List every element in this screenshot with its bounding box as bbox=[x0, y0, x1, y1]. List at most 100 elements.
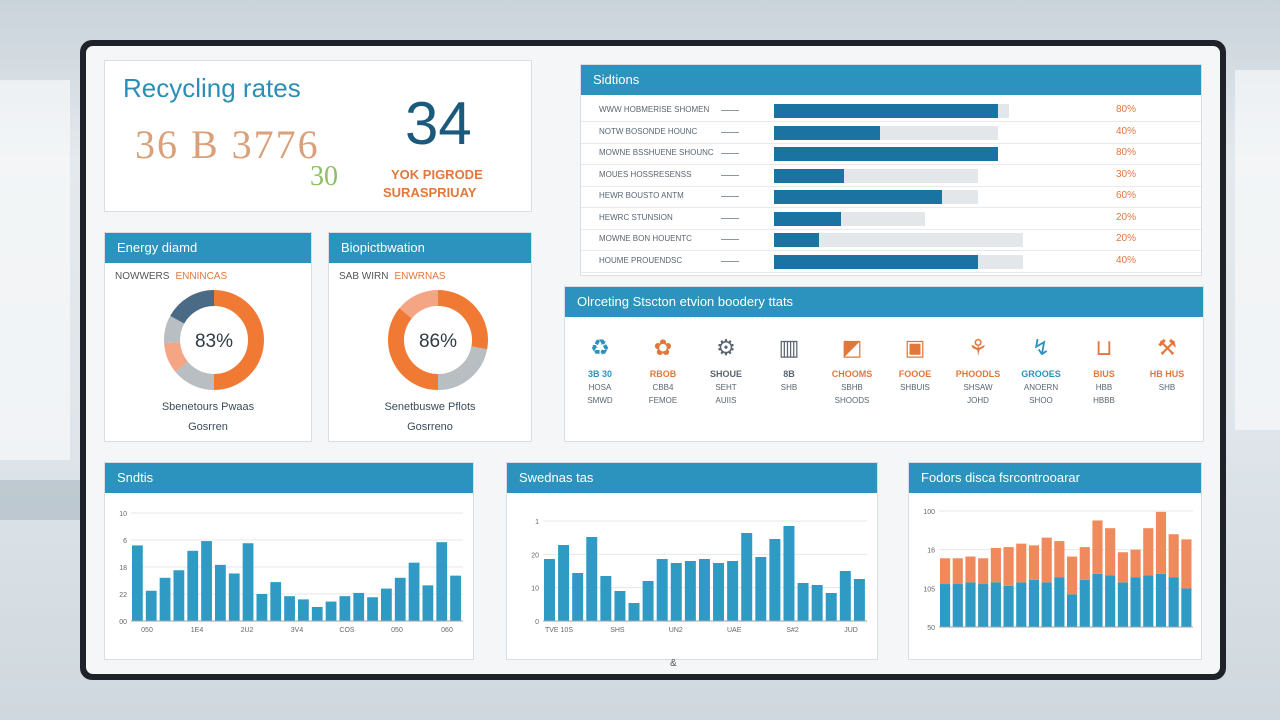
bar bbox=[684, 561, 696, 621]
bar bbox=[600, 576, 612, 621]
legend-label: NOWWERS bbox=[115, 271, 170, 282]
x-tick-label: UAE bbox=[727, 627, 742, 634]
metric-sub: HOSA bbox=[588, 383, 612, 392]
headline-big-number: 34 bbox=[405, 90, 472, 157]
ranking-row-divider bbox=[581, 250, 1201, 251]
headline-garbled-figure-2: 30 bbox=[310, 161, 338, 192]
ranking-row-pct: 40% bbox=[1116, 254, 1137, 266]
bar bbox=[325, 601, 337, 621]
bar-segment-base bbox=[1003, 585, 1014, 627]
metric-item: ↯ GROOES ANOERN SHOO bbox=[1012, 333, 1070, 405]
bar-segment-top bbox=[1143, 528, 1154, 576]
ranking-row-divider bbox=[581, 271, 1201, 273]
metric-value: GROOES bbox=[1021, 369, 1061, 379]
bar bbox=[642, 581, 654, 621]
metrics-card: Olrceting Stscton etvion boodery ttats ♻… bbox=[564, 286, 1204, 442]
donut-segment bbox=[213, 290, 264, 390]
bar-segment-base bbox=[1041, 582, 1052, 627]
bar bbox=[339, 596, 351, 621]
metric-value: PHOODLS bbox=[955, 369, 1001, 379]
ranking-row-pct: 30% bbox=[1116, 168, 1137, 180]
bar bbox=[436, 542, 448, 621]
metric-sub: SHB bbox=[780, 383, 798, 392]
bar-segment-top bbox=[1130, 549, 1141, 578]
y-tick-label: 00 bbox=[119, 619, 127, 626]
ranking-row-bar bbox=[774, 125, 881, 140]
x-tick-label: 2U2 bbox=[241, 627, 254, 634]
ranking-row-label: MOWNE BON HOUENTC bbox=[599, 234, 692, 243]
ranking-row: MOWNE BON HOUENTC 20% bbox=[581, 230, 1201, 251]
bar-segment-base bbox=[1143, 575, 1154, 627]
ranking-row-bar bbox=[774, 168, 844, 183]
metric-sub-2: SMWD bbox=[587, 396, 613, 405]
ranking-row: MOWNE BSSHUENE SHOUNC 80% bbox=[581, 144, 1201, 165]
metric-sub: SEHT bbox=[715, 383, 737, 392]
bar-segment-base bbox=[990, 582, 1001, 627]
bar bbox=[698, 559, 710, 621]
ranking-row-divider bbox=[581, 121, 1201, 122]
metric-value: 8B bbox=[783, 369, 795, 379]
leaf-icon: ⚘ bbox=[968, 335, 988, 360]
bar-segment-base bbox=[1181, 588, 1192, 627]
box-icon: ◩ bbox=[841, 335, 863, 360]
donut-card-energy-header: Energy diamd bbox=[105, 233, 311, 263]
bar-segment-base bbox=[1168, 577, 1179, 627]
ranking-row-divider bbox=[581, 228, 1201, 230]
donut-card-bio-header: Biopictbwation bbox=[329, 233, 531, 263]
donut-center-value: 86% bbox=[419, 331, 457, 352]
metric-item: ⚒ HB HUS SHB bbox=[1138, 333, 1196, 396]
metric-sub-2: JOHD bbox=[967, 396, 989, 405]
ranking-row: HEWR BOUSTO ANTM 60% bbox=[581, 187, 1201, 208]
bar-segment-base bbox=[1155, 573, 1167, 627]
donut-caption-2: Gosrreno bbox=[407, 421, 453, 433]
bar bbox=[242, 543, 254, 621]
bar bbox=[853, 579, 865, 621]
metric-value: HB HUS bbox=[1149, 369, 1185, 379]
ranking-row-label: HEWRC STUNSION bbox=[599, 212, 673, 222]
recycle-icon: ♻ bbox=[590, 335, 610, 360]
ranking-row-label: NOTW BOSONDE HOUNC bbox=[599, 126, 698, 136]
x-tick-label: 3V4 bbox=[291, 627, 304, 634]
ranking-row-label: MOWNE BSSHUENE SHOUNC bbox=[599, 148, 714, 157]
ranking-row-pct: 80% bbox=[1116, 104, 1137, 115]
ranking-row-dash bbox=[721, 239, 739, 240]
page-title: Recycling rates bbox=[123, 73, 301, 103]
headline-card: Recycling rates 36 B 3776 30 34 YOK PIGR… bbox=[104, 60, 532, 212]
metric-sub: ANOERN bbox=[1023, 383, 1059, 392]
metric-item: ⚙ SHOUE SEHT AUIIS bbox=[697, 333, 755, 405]
bar bbox=[284, 596, 295, 621]
y-tick-label: 6 bbox=[123, 538, 127, 545]
background-desk bbox=[0, 480, 80, 520]
bar bbox=[353, 592, 365, 621]
bar-segment-top bbox=[990, 547, 1001, 583]
bar-segment-base bbox=[1067, 594, 1078, 627]
ranking-row-divider bbox=[581, 142, 1201, 144]
metric-value: FOOOE bbox=[898, 369, 932, 379]
legend-label-accent: ENNINCAS bbox=[175, 271, 228, 282]
donut-caption-2: Gosrren bbox=[188, 421, 228, 433]
bar-segment-top bbox=[1041, 537, 1052, 583]
bar-chart-mid: 1 20 10 0 TVE 10S SHS UN2 UAE S#2 JUD bbox=[531, 519, 867, 634]
bar-segment-top bbox=[1079, 547, 1090, 580]
metric-value: SHOUE bbox=[709, 369, 742, 379]
donut-segment bbox=[437, 290, 488, 350]
bar bbox=[811, 585, 823, 621]
metric-sub-2: SHOODS bbox=[834, 396, 870, 405]
ranking-row-label: WWW HOBMERISE SHOMEN bbox=[599, 105, 710, 114]
bar bbox=[839, 571, 851, 621]
ranking-row-divider bbox=[581, 207, 1201, 208]
bar-segment-top bbox=[1054, 541, 1065, 578]
donut-segment bbox=[164, 341, 189, 372]
metric-sub: SHBUIS bbox=[900, 383, 930, 392]
ranking-row-bar bbox=[774, 211, 842, 226]
ranking-row-bar bbox=[774, 190, 942, 204]
bar bbox=[825, 593, 837, 621]
bar-chart-left: 10 6 18 22 00 050 1E4 2U2 3V4 COS 050 060 bbox=[119, 511, 463, 634]
metric-value: 3B 30 bbox=[587, 369, 613, 379]
metric-sub: HBB bbox=[1095, 383, 1113, 392]
ranking-row-track bbox=[774, 233, 1024, 247]
x-tick-label: JUD bbox=[844, 627, 858, 634]
bin-icon: ▣ bbox=[904, 335, 926, 360]
ranking-row-pct: 20% bbox=[1116, 233, 1137, 244]
bar bbox=[558, 545, 570, 621]
